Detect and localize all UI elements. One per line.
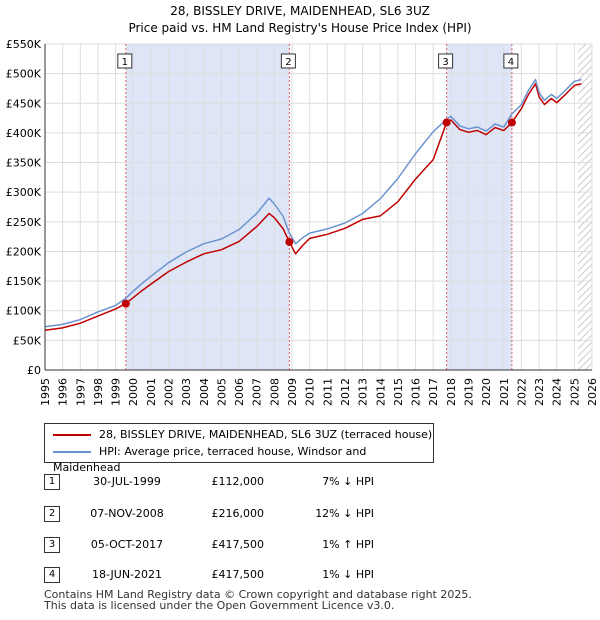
x-tick-label: 2002: [163, 378, 176, 406]
sale-price: £417,500: [211, 568, 265, 581]
x-tick-label: 1999: [110, 378, 123, 406]
footer-line-copyright: Contains HM Land Registry data © Crown c…: [44, 588, 472, 601]
x-tick-label: 2005: [215, 378, 228, 406]
sale-row: 2 07-NOV-2008 £216,000 12% ↓ HPI: [0, 504, 600, 524]
sale-date: 30-JUL-1999: [93, 475, 161, 488]
footer-attribution: Contains HM Land Registry data © Crown c…: [44, 589, 472, 611]
x-tick-label: 2026: [586, 378, 599, 406]
legend-item-price: 28, BISSLEY DRIVE, MAIDENHEAD, SL6 3UZ (…: [53, 427, 432, 443]
x-tick-label: 2009: [286, 378, 299, 406]
sale-hpi-diff: 1% ↑ HPI: [322, 538, 374, 551]
sale-marker-label-4: 4: [508, 57, 514, 68]
sale-marker-box-3: [438, 53, 454, 69]
shaded-period-1: [125, 44, 290, 370]
sale-point-4: [507, 118, 516, 127]
sale-number-badge: 2: [44, 506, 60, 522]
sale-marker-label-2: 2: [285, 57, 291, 68]
sale-row: 4 18-JUN-2021 £417,500 1% ↓ HPI: [0, 565, 600, 585]
legend-item-hpi: HPI: Average price, terraced house, Wind…: [53, 444, 433, 474]
x-tick-label: 2015: [392, 378, 405, 406]
x-tick-label: 2024: [551, 378, 564, 406]
sale-date: 18-JUN-2021: [91, 568, 163, 581]
legend-swatch-price: [53, 434, 91, 436]
x-tick-label: 2012: [339, 378, 352, 406]
x-tick-label: 2010: [304, 378, 317, 406]
sale-hpi-diff: 1% ↓ HPI: [322, 568, 374, 581]
sale-marker-box-2: [280, 53, 296, 69]
x-tick-label: 2008: [268, 378, 281, 406]
sale-marker-label-3: 3: [442, 57, 448, 68]
x-tick-label: 2022: [515, 378, 528, 406]
x-tick-label: 2003: [180, 378, 193, 406]
y-tick-label: £100K: [6, 305, 42, 318]
x-tick-label: 2023: [533, 378, 546, 406]
series-line-hpi: [44, 78, 582, 328]
chart-title: 28, BISSLEY DRIVE, MAIDENHEAD, SL6 3UZ: [170, 4, 430, 18]
x-tick-label: 2001: [145, 378, 158, 406]
sale-point-3: [442, 118, 451, 127]
sale-row: 3 05-OCT-2017 £417,500 1% ↑ HPI: [0, 535, 600, 555]
sale-point-1: [121, 299, 130, 308]
x-tick-label: 2016: [410, 378, 423, 406]
sale-number-badge: 3: [44, 537, 60, 553]
sale-price: £216,000: [211, 507, 265, 520]
x-tick-label: 2019: [462, 378, 475, 406]
x-tick-label: 2020: [480, 378, 493, 406]
y-tick-label: £0: [27, 364, 41, 377]
chart-subtitle: Price paid vs. HM Land Registry's House …: [128, 21, 471, 35]
x-tick-label: 2017: [427, 378, 440, 406]
legend-label-price: 28, BISSLEY DRIVE, MAIDENHEAD, SL6 3UZ (…: [99, 428, 433, 441]
sale-point-2: [285, 237, 294, 246]
footer-line-licence: This data is licensed under the Open Gov…: [44, 599, 395, 612]
x-tick-label: 2014: [374, 378, 387, 406]
sale-marker-label-1: 1: [122, 57, 128, 68]
y-tick-label: £550K: [6, 38, 42, 51]
chart-legend: 28, BISSLEY DRIVE, MAIDENHEAD, SL6 3UZ (…: [44, 423, 434, 474]
y-tick-label: £50K: [13, 334, 42, 347]
legend-swatch-hpi: [53, 451, 91, 453]
y-tick-label: £400K: [6, 127, 42, 140]
x-tick-label: 2011: [321, 378, 334, 406]
forecast-hatch: [577, 44, 592, 370]
y-tick-label: £250K: [6, 216, 42, 229]
x-tick-label: 2000: [127, 378, 140, 406]
y-tick-label: £500K: [6, 68, 42, 81]
sale-price: £112,000: [211, 475, 265, 488]
series-line-price: [44, 82, 582, 332]
y-tick-label: £200K: [6, 245, 42, 258]
price-chart: 28, BISSLEY DRIVE, MAIDENHEAD, SL6 3UZ Pr…: [6, 4, 599, 406]
sale-hpi-diff: 7% ↓ HPI: [322, 475, 374, 488]
x-tick-label: 1995: [39, 378, 52, 406]
x-tick-label: 1998: [92, 378, 105, 406]
shaded-period-2: [446, 44, 512, 370]
sale-marker-box-1: [117, 53, 133, 69]
sale-date: 05-OCT-2017: [90, 538, 164, 551]
legend-label-hpi: HPI: Average price, terraced house, Wind…: [53, 445, 367, 474]
x-tick-label: 2025: [568, 378, 581, 406]
sale-number-badge: 4: [44, 567, 60, 583]
y-tick-label: £350K: [6, 157, 42, 170]
x-tick-label: 2004: [198, 378, 211, 406]
y-tick-label: £300K: [6, 186, 42, 199]
sale-price: £417,500: [211, 538, 265, 551]
y-tick-label: £450K: [6, 97, 42, 110]
sale-date: 07-NOV-2008: [90, 507, 164, 520]
x-tick-label: 2021: [498, 378, 511, 406]
x-tick-label: 2013: [357, 378, 370, 406]
sale-number-badge: 1: [44, 474, 60, 490]
sale-marker-box-4: [503, 53, 519, 69]
y-tick-label: £150K: [6, 275, 42, 288]
x-tick-label: 2006: [233, 378, 246, 406]
x-tick-label: 1997: [74, 378, 87, 406]
x-tick-label: 2018: [445, 378, 458, 406]
sale-hpi-diff: 12% ↓ HPI: [315, 507, 374, 520]
x-tick-label: 2007: [251, 378, 264, 406]
sale-row: 1 30-JUL-1999 £112,000 7% ↓ HPI: [0, 472, 600, 492]
x-tick-label: 1996: [57, 378, 70, 406]
